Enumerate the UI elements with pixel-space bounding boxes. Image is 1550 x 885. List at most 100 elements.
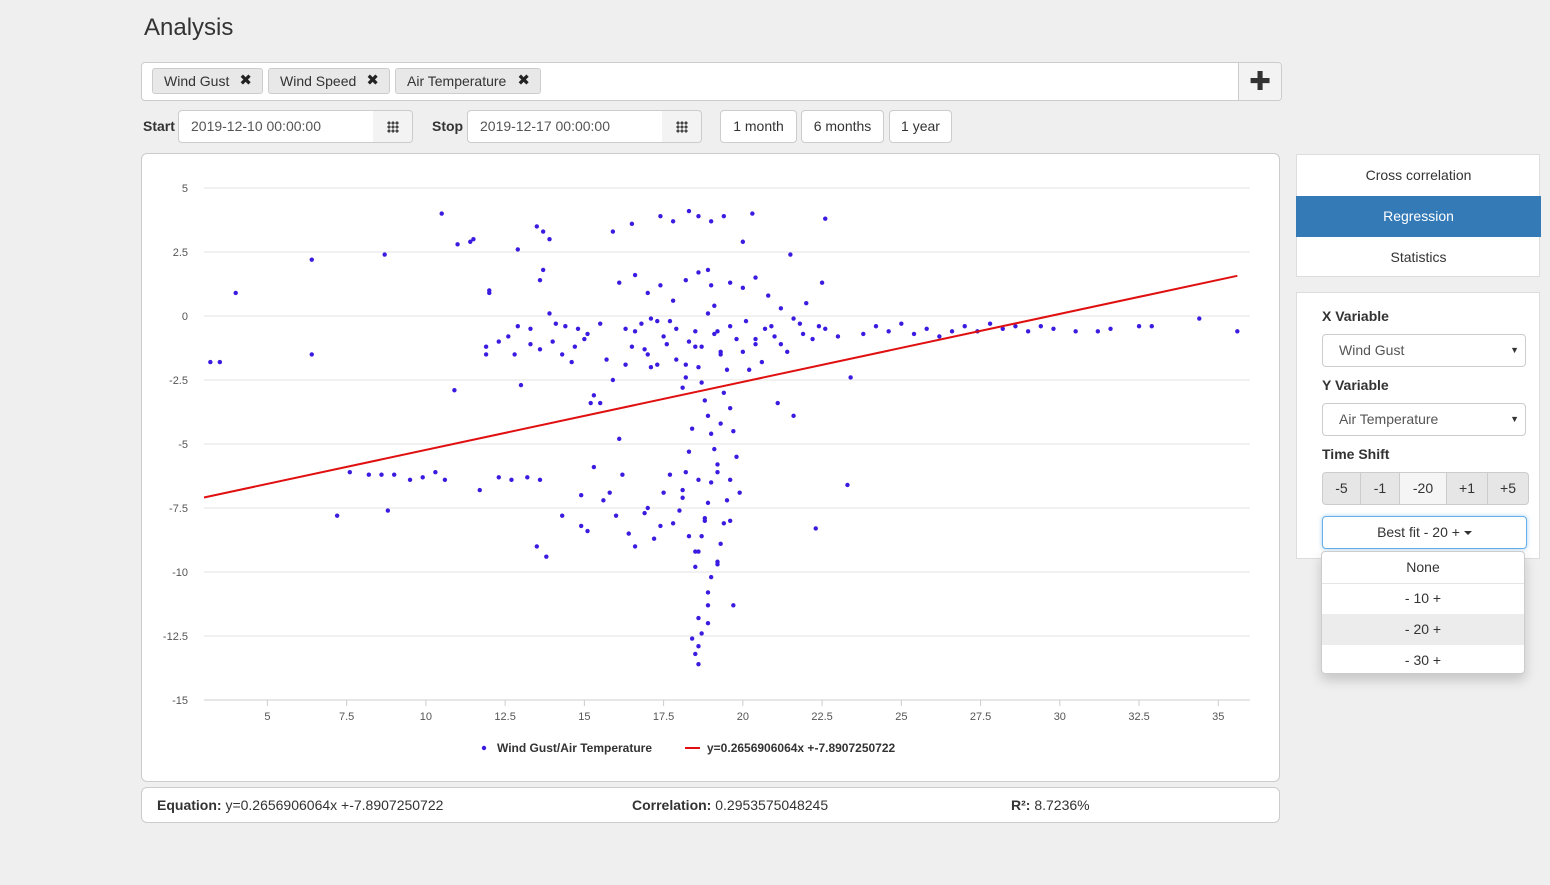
data-point — [693, 344, 698, 349]
legend-label-points: Wind Gust/Air Temperature — [497, 741, 652, 755]
data-point — [233, 290, 238, 296]
regression-line — [203, 274, 1238, 499]
data-point — [604, 357, 609, 362]
start-date-input[interactable]: 2019-12-10 00:00:00 — [178, 110, 374, 143]
data-point — [683, 362, 688, 367]
tab-cross-correlation[interactable]: Cross correlation — [1365, 167, 1472, 183]
data-point — [1095, 329, 1101, 334]
data-point — [591, 464, 597, 470]
data-point — [759, 359, 765, 365]
data-point — [708, 283, 714, 288]
data-point — [1073, 329, 1078, 334]
x-variable-select[interactable]: Wind Gust ▼ — [1322, 334, 1526, 367]
stop-date-input[interactable]: 2019-12-17 00:00:00 — [467, 110, 663, 143]
data-point — [626, 531, 631, 536]
data-point — [775, 400, 780, 406]
data-point — [1051, 326, 1056, 331]
data-point — [598, 321, 603, 326]
data-point — [721, 213, 727, 219]
x-tick-label: 20 — [737, 711, 749, 723]
stop-label: Stop — [432, 118, 464, 134]
data-point — [563, 324, 568, 329]
tag-label: Wind Gust — [164, 73, 230, 89]
preset-1-month-button[interactable]: 1 month — [720, 110, 797, 143]
best-fit-option-20[interactable]: - 20 + — [1322, 614, 1524, 645]
analysis-tabs: Cross correlation Regression Statistics — [1296, 154, 1541, 277]
best-fit-dropdown-button[interactable]: Best fit - 20 + — [1322, 516, 1527, 549]
data-point — [702, 398, 708, 403]
data-point — [547, 237, 552, 242]
data-point — [740, 349, 746, 355]
data-point — [540, 267, 546, 273]
legend-marker-points — [481, 745, 487, 751]
data-point — [578, 523, 584, 529]
data-point — [658, 523, 663, 529]
y-variable-select[interactable]: Air Temperature ▼ — [1322, 403, 1526, 436]
shift-minus-1-button[interactable]: -1 — [1360, 472, 1400, 505]
y-tick-label: -12.5 — [163, 631, 188, 643]
best-fit-option-none[interactable]: None — [1406, 559, 1440, 575]
data-point — [610, 229, 616, 234]
y-tick-label: 5 — [182, 183, 188, 195]
page-title: Analysis — [144, 14, 234, 41]
data-point — [309, 257, 314, 262]
data-point — [655, 362, 660, 367]
data-point — [708, 480, 714, 485]
shift-plus-1-button[interactable]: +1 — [1446, 472, 1488, 505]
data-point — [696, 270, 701, 275]
y-variable-value: Air Temperature — [1339, 411, 1439, 427]
stop-calendar-button[interactable] — [662, 110, 702, 143]
start-calendar-button[interactable] — [373, 110, 413, 143]
best-fit-option-10[interactable]: - 10 + — [1404, 590, 1442, 606]
data-point — [515, 324, 520, 329]
data-point — [899, 321, 904, 326]
best-fit-option-30[interactable]: - 30 + — [1404, 652, 1442, 668]
start-label: Start — [143, 118, 175, 134]
caret-down-icon — [1463, 531, 1472, 536]
data-point — [667, 318, 673, 324]
data-point — [420, 475, 425, 480]
data-point — [696, 213, 701, 219]
data-point — [753, 341, 758, 347]
preset-1-year-button[interactable]: 1 year — [889, 110, 952, 143]
y-tick-label: -10 — [172, 567, 188, 579]
close-icon[interactable]: ✖ — [517, 72, 530, 89]
data-point — [1013, 324, 1018, 329]
data-point — [623, 362, 628, 367]
x-tick-label: 32.5 — [1128, 711, 1149, 723]
y-tick-label: -5 — [178, 439, 188, 451]
data-point — [791, 413, 796, 419]
y-tick-label: -15 — [172, 695, 188, 707]
data-point — [699, 533, 704, 539]
data-point — [911, 331, 917, 337]
data-point — [740, 285, 746, 291]
tab-statistics[interactable]: Statistics — [1390, 249, 1447, 265]
data-point — [674, 326, 679, 331]
data-point — [379, 472, 384, 477]
data-point — [496, 339, 501, 344]
shift-value-display[interactable]: -20 — [1399, 472, 1447, 505]
data-point — [661, 490, 666, 495]
close-icon[interactable]: ✖ — [366, 72, 379, 89]
data-point — [442, 477, 448, 483]
data-point — [648, 365, 654, 370]
preset-6-months-button[interactable]: 6 months — [801, 110, 884, 143]
stats-bar: Equation: y=0.2656906064x +-7.8907250722… — [141, 787, 1280, 823]
data-point — [537, 277, 543, 283]
add-variable-button[interactable]: ✚ — [1238, 63, 1281, 100]
tag-label: Wind Speed — [280, 73, 357, 89]
data-point — [727, 280, 733, 285]
data-point — [1197, 316, 1202, 321]
data-point — [705, 621, 711, 626]
data-point — [724, 498, 730, 503]
correlation-stat: Correlation: 0.2953575048245 — [632, 788, 828, 822]
data-point — [483, 344, 489, 349]
data-point — [642, 510, 647, 516]
x-variable-label: X Variable — [1322, 308, 1389, 324]
data-point — [1235, 329, 1240, 334]
data-point — [559, 513, 565, 518]
shift-minus-5-button[interactable]: -5 — [1322, 472, 1361, 505]
close-icon[interactable]: ✖ — [239, 72, 252, 89]
tab-regression[interactable]: Regression — [1296, 196, 1541, 237]
shift-plus-5-button[interactable]: +5 — [1487, 472, 1529, 505]
